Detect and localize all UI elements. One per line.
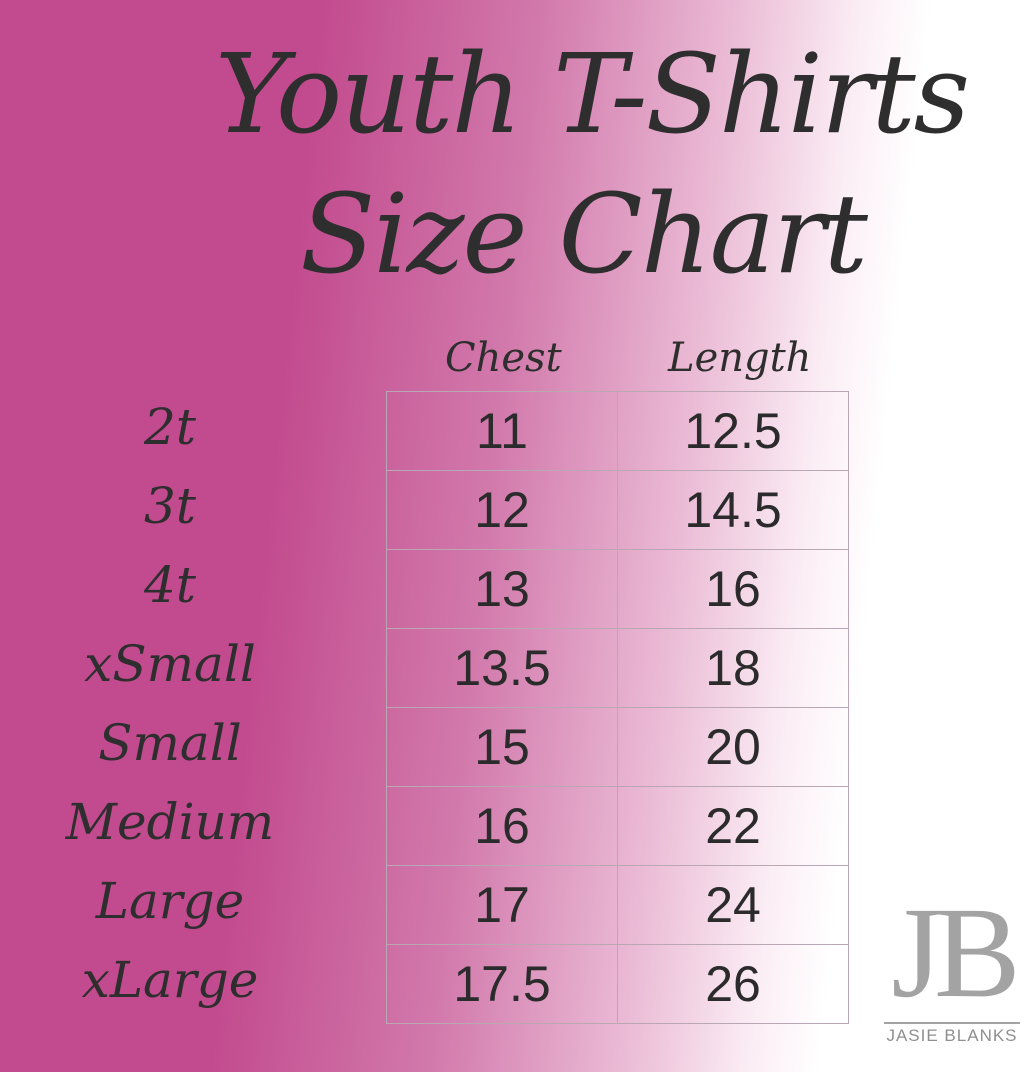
size-table: 11 12.5 12 14.5 13 16 13.5 18 15 20 16 22 17 24 17.5 26: [386, 391, 849, 1024]
size-label: 3t: [144, 477, 196, 535]
chest-cell: 11: [386, 391, 618, 471]
length-cell: 12.5: [617, 391, 849, 471]
size-label: Small: [98, 714, 242, 772]
table-row: 17 24: [386, 865, 849, 945]
table-row: 12 14.5: [386, 470, 849, 550]
table-row: 15 20: [386, 707, 849, 787]
jasie-blanks-logo: JB JASIE BLANKS: [884, 881, 1021, 1046]
table-row: 11 12.5: [386, 391, 849, 471]
chest-cell: 17: [386, 865, 618, 945]
title-line-1: Youth T-Shirts: [215, 30, 970, 158]
chest-cell: 16: [386, 786, 618, 866]
logo-initials: JB: [891, 881, 1020, 1025]
table-row: 16 22: [386, 786, 849, 866]
chest-cell: 17.5: [386, 944, 618, 1024]
size-label: Large: [95, 872, 245, 930]
table-row: 13 16: [386, 549, 849, 629]
size-label: xLarge: [81, 951, 259, 1009]
size-label: 4t: [144, 556, 196, 614]
length-cell: 16: [617, 549, 849, 629]
logo-name: JASIE BLANKS: [886, 1026, 1018, 1045]
chest-cell: 15: [386, 707, 618, 787]
length-cell: 20: [617, 707, 849, 787]
column-header-length: Length: [668, 335, 812, 381]
length-cell: 26: [617, 944, 849, 1024]
size-label: 2t: [144, 398, 196, 456]
chest-cell: 13.5: [386, 628, 618, 708]
length-cell: 24: [617, 865, 849, 945]
chest-cell: 12: [386, 470, 618, 550]
table-row: 13.5 18: [386, 628, 849, 708]
length-cell: 14.5: [617, 470, 849, 550]
length-cell: 22: [617, 786, 849, 866]
table-row: 17.5 26: [386, 944, 849, 1024]
title-line-2: Size Chart: [300, 170, 868, 298]
logo-divider: [884, 1022, 1020, 1024]
size-label: Medium: [65, 793, 275, 851]
size-label: xSmall: [84, 635, 256, 693]
column-header-chest: Chest: [445, 335, 562, 381]
chest-cell: 13: [386, 549, 618, 629]
length-cell: 18: [617, 628, 849, 708]
